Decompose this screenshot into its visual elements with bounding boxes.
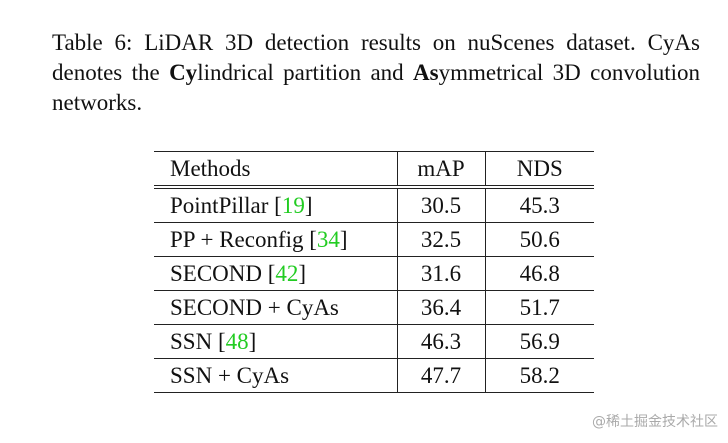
caption: Table 6: LiDAR 3D detection results on n… [52, 28, 700, 118]
table-row: SECOND [42] 31.6 46.8 [154, 256, 594, 291]
citation[interactable]: 19 [281, 192, 305, 218]
nds-cell: 58.2 [484, 358, 594, 393]
citation[interactable]: 48 [225, 328, 249, 354]
table-row: PP + Reconfig [34] 32.5 50.6 [154, 222, 594, 257]
caption-text: ymmetrical 3D convolution networks. [52, 60, 700, 115]
method-text: SECOND [ [170, 260, 276, 286]
nds-cell: 56.9 [484, 324, 594, 359]
method-text: PP + Reconfig [ [170, 226, 317, 252]
table-row: SSN [48] 46.3 56.9 [154, 324, 594, 359]
table-row: PointPillar [19] 30.5 45.3 [154, 187, 594, 223]
method-text: SECOND + CyAs [170, 294, 339, 320]
nds-cell: 51.7 [484, 290, 594, 325]
citation[interactable]: 42 [275, 260, 299, 286]
method-text: ] [304, 192, 313, 218]
caption-text: Table 6: LiDAR 3D detection results on n… [52, 30, 700, 85]
method-cell: SECOND [42] [154, 257, 397, 291]
method-text: ] [248, 328, 257, 354]
method-text: SSN + CyAs [170, 362, 290, 388]
caption-text: Cy [169, 60, 198, 85]
map-cell: 31.6 [396, 256, 485, 291]
method-cell: SECOND + CyAs [154, 291, 397, 325]
nds-cell: 45.3 [484, 187, 594, 223]
method-cell: SSN [48] [154, 325, 397, 359]
table-row: SSN + CyAs 47.7 58.2 [154, 358, 594, 393]
watermark: @稀土掘金技术社区 [592, 414, 718, 430]
header-cell: NDS [484, 151, 594, 187]
nds-cell: 50.6 [484, 222, 594, 257]
method-text: ] [298, 260, 307, 286]
caption-text: As [413, 60, 439, 85]
map-cell: 46.3 [396, 324, 485, 359]
method-text: PointPillar [ [170, 192, 282, 218]
method-text: ] [339, 226, 348, 252]
caption-text: lindrical partition and [197, 60, 414, 85]
nds-cell: 46.8 [484, 256, 594, 291]
map-cell: 47.7 [396, 358, 485, 393]
results-table: Methods mAP NDS PointPillar [19] 30.5 45.3 PP… [154, 151, 594, 393]
header-cell: mAP [396, 151, 485, 187]
map-cell: 36.4 [396, 290, 485, 325]
method-cell: PP + Reconfig [34] [154, 223, 397, 257]
map-cell: 30.5 [396, 187, 485, 223]
header-cell: Methods [170, 155, 251, 181]
header-row: Methods mAP NDS [154, 151, 594, 187]
method-text: SSN [ [170, 328, 226, 354]
map-cell: 32.5 [396, 222, 485, 257]
method-cell: SSN + CyAs [154, 359, 397, 393]
citation[interactable]: 34 [316, 226, 340, 252]
table-row: SECOND + CyAs 36.4 51.7 [154, 290, 594, 325]
method-cell: PointPillar [19] [154, 187, 397, 223]
